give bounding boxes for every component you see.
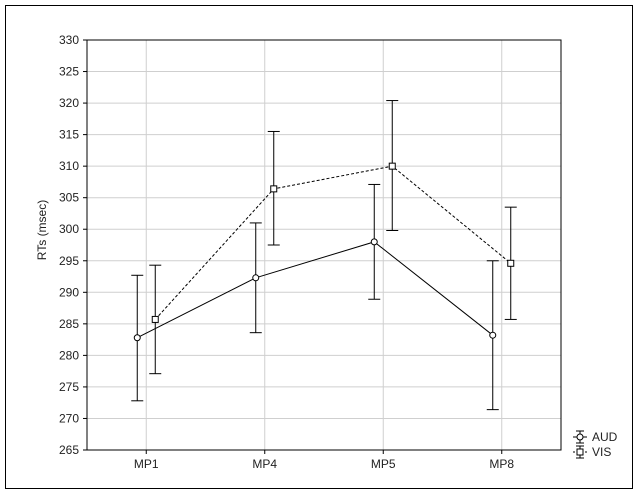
y-tick-label: 270 xyxy=(59,411,79,425)
grid xyxy=(87,40,561,450)
y-tick-label: 280 xyxy=(59,348,79,362)
legend-marker xyxy=(576,448,584,456)
y-tick-label: 315 xyxy=(59,128,79,142)
data-point xyxy=(133,334,141,342)
series-vis xyxy=(149,100,517,375)
y-tick-label: 290 xyxy=(59,285,79,299)
y-axis-label: RTs (msec) xyxy=(35,200,49,260)
x-tick-label: MP8 xyxy=(489,457,514,471)
x-tick-label: MP4 xyxy=(252,457,277,471)
series-line-aud xyxy=(137,241,494,339)
series-aud xyxy=(131,183,499,411)
y-tick-label: 300 xyxy=(59,222,79,236)
y-axis-ticks: 265 270 275 280 285 290 295 300 305 310 315 320 325 3… xyxy=(59,33,87,457)
y-tick-label: 265 xyxy=(59,443,79,457)
y-tick-label: 310 xyxy=(59,159,79,173)
data-point xyxy=(151,315,159,323)
y-tick-label: 295 xyxy=(59,254,79,268)
data-point xyxy=(370,238,378,246)
series-line-vis xyxy=(154,165,512,320)
legend-marker xyxy=(576,433,584,441)
legend-item-vis: VIS xyxy=(573,445,611,459)
data-point xyxy=(507,259,515,267)
y-tick-label: 275 xyxy=(59,380,79,394)
legend-label: VIS xyxy=(592,445,611,459)
legend-label: AUD xyxy=(592,430,618,444)
plot-area xyxy=(86,39,562,451)
data-point xyxy=(252,274,260,282)
data-point xyxy=(388,162,396,170)
y-tick-label: 320 xyxy=(59,96,79,110)
y-tick-label: 305 xyxy=(59,191,79,205)
legend-item-aud: AUD xyxy=(573,430,618,444)
data-point xyxy=(270,185,278,193)
x-tick-label: MP1 xyxy=(134,457,159,471)
series xyxy=(131,100,517,411)
x-axis-ticks: MP1 MP4 MP5 MP8 xyxy=(134,450,514,471)
data-point xyxy=(489,331,497,339)
x-tick-label: MP5 xyxy=(371,457,396,471)
chart-frame xyxy=(5,5,633,489)
y-tick-label: 330 xyxy=(59,33,79,47)
y-tick-label: 285 xyxy=(59,317,79,331)
y-tick-label: 325 xyxy=(59,65,79,79)
